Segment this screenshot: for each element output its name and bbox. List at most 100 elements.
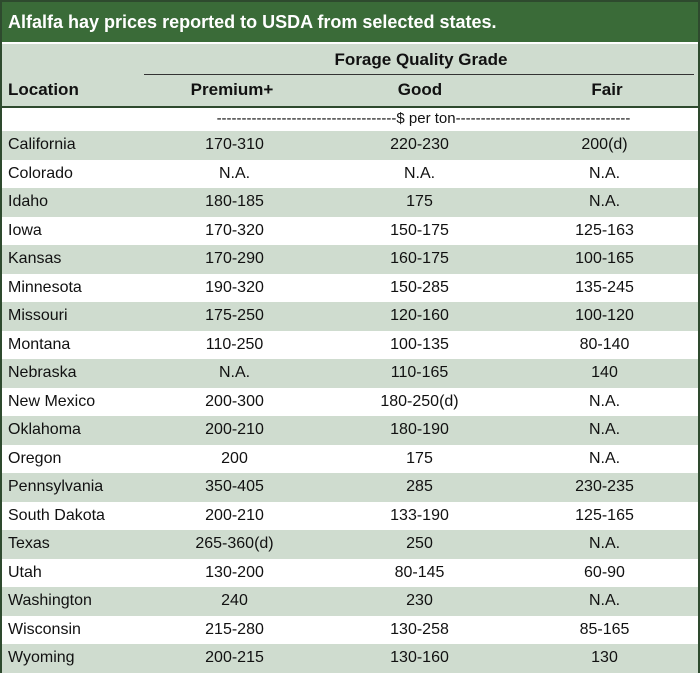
good-cell: 133-190: [390, 506, 449, 524]
fair-cell: 80-140: [579, 335, 630, 353]
good-cell: 160-175: [390, 250, 449, 267]
fair-cell: 140: [591, 364, 618, 381]
location-cell: Montana: [8, 335, 71, 353]
premium-cell: 130-200: [205, 563, 264, 581]
premium-cell: 200-210: [205, 421, 264, 438]
table-row: Utah 130-200 80-145 60-90: [2, 558, 698, 587]
table-row: Kansas 170-290 160-175 100-165: [2, 245, 698, 274]
good-cell: 150-175: [390, 221, 449, 239]
premium-cell: 175-250: [205, 307, 264, 324]
table-row: Iowa 170-320 150-175 125-163: [2, 216, 698, 245]
premium-cell: 200: [221, 449, 248, 467]
table-row: Montana 110-250 100-135 80-140: [2, 330, 698, 359]
premium-cell: 170-290: [205, 250, 264, 267]
premium-cell: 170-310: [205, 136, 264, 153]
fair-cell: N.A.: [588, 164, 621, 182]
premium-cell: 200-300: [205, 392, 264, 410]
premium-cell: 170-320: [205, 221, 264, 239]
location-cell: Kansas: [8, 250, 62, 267]
premium-cell: 200-215: [205, 649, 264, 666]
premium-cell: N.A.: [218, 364, 251, 381]
fair-cell: 125-163: [575, 221, 634, 239]
good-cell: 80-145: [394, 563, 445, 581]
good-cell: 100-135: [390, 335, 449, 353]
premium-cell: 215-280: [205, 620, 264, 638]
table-row: New Mexico 200-300 180-250(d) N.A.: [2, 387, 698, 416]
premium-cell: 190-320: [205, 278, 264, 296]
table-row: South Dakota 200-210 133-190 125-165: [2, 501, 698, 530]
fair-cell: 125-165: [575, 506, 634, 524]
premium-cell: 265-360(d): [195, 535, 274, 552]
table-row: Wyoming 200-215 130-160 130: [2, 644, 698, 673]
fair-cell: 135-245: [575, 278, 634, 296]
location-cell: Texas: [8, 535, 50, 552]
fair-cell: N.A.: [588, 392, 621, 410]
good-cell: 130-160: [390, 649, 449, 666]
group-underline: [144, 74, 694, 75]
good-cell: 150-285: [390, 278, 449, 296]
table-title: Alfalfa hay prices reported to USDA from…: [2, 2, 698, 42]
good-cell: 130-258: [390, 620, 449, 638]
table-row: Wisconsin 215-280 130-258 85-165: [2, 615, 698, 644]
location-cell: Minnesota: [8, 278, 82, 296]
table-row: Idaho 180-185 175 N.A.: [2, 188, 698, 217]
location-header: Location: [8, 80, 79, 99]
location-cell: Missouri: [8, 307, 68, 324]
location-cell: California: [8, 136, 76, 153]
table-row: Texas 265-360(d) 250 N.A.: [2, 530, 698, 559]
unit-label: ------------------------------------$ pe…: [216, 110, 631, 127]
unit-row: ------------------------------------$ pe…: [2, 108, 698, 130]
fair-cell: 230-235: [575, 478, 634, 495]
fair-cell: 100-120: [575, 307, 634, 324]
location-cell: Wisconsin: [8, 620, 81, 638]
location-cell: South Dakota: [8, 506, 105, 524]
table-row: Oregon 200 175 N.A.: [2, 444, 698, 473]
table-row: Oklahoma 200-210 180-190 N.A.: [2, 416, 698, 445]
good-cell: 175: [406, 193, 433, 210]
table-row: Colorado N.A. N.A. N.A.: [2, 159, 698, 188]
fair-cell: 100-165: [575, 250, 634, 267]
premium-cell: 350-405: [205, 478, 264, 495]
good-cell: 285: [406, 478, 433, 495]
good-cell: 180-250(d): [380, 392, 459, 410]
fair-cell: N.A.: [588, 592, 621, 609]
premium-cell: 180-185: [205, 193, 264, 210]
location-cell: Idaho: [8, 193, 49, 210]
premium-header: Premium+: [190, 80, 274, 99]
table-row: Nebraska N.A. 110-165 140: [2, 359, 698, 388]
table-row: Washington 240 230 N.A.: [2, 587, 698, 616]
location-cell: Iowa: [8, 221, 42, 239]
table-body: California 170-310 220-230 200(d) Colorado N.…: [2, 130, 698, 673]
location-cell: Oregon: [8, 449, 62, 467]
location-cell: Utah: [8, 563, 42, 581]
premium-cell: 240: [221, 592, 248, 609]
group-label: Forage Quality Grade: [334, 50, 508, 69]
fair-cell: 200(d): [581, 136, 628, 153]
location-cell: Wyoming: [8, 649, 75, 666]
premium-cell: 110-250: [205, 335, 264, 353]
fair-cell: N.A.: [588, 535, 621, 552]
table-row: Missouri 175-250 120-160 100-120: [2, 302, 698, 331]
location-cell: Pennsylvania: [8, 478, 104, 495]
location-cell: Oklahoma: [8, 421, 81, 438]
good-header: Good: [397, 80, 443, 99]
fair-cell: 85-165: [579, 620, 630, 638]
good-cell: 175: [406, 449, 433, 467]
good-cell: 230: [406, 592, 433, 609]
good-cell: 220-230: [390, 136, 449, 153]
table-row: Minnesota 190-320 150-285 135-245: [2, 273, 698, 302]
fair-cell: 60-90: [584, 563, 625, 581]
premium-cell: N.A.: [218, 164, 251, 182]
location-cell: New Mexico: [8, 392, 96, 410]
table-header: Forage Quality Grade Location Premium+ G…: [2, 42, 698, 106]
good-cell: N.A.: [403, 164, 436, 182]
premium-cell: 200-210: [205, 506, 264, 524]
good-cell: 250: [406, 535, 433, 552]
fair-cell: N.A.: [588, 193, 621, 210]
good-cell: 180-190: [390, 421, 449, 438]
fair-header: Fair: [591, 80, 623, 99]
fair-cell: N.A.: [588, 449, 621, 467]
header-rule: [2, 106, 698, 108]
table-row: Pennsylvania 350-405 285 230-235: [2, 473, 698, 502]
